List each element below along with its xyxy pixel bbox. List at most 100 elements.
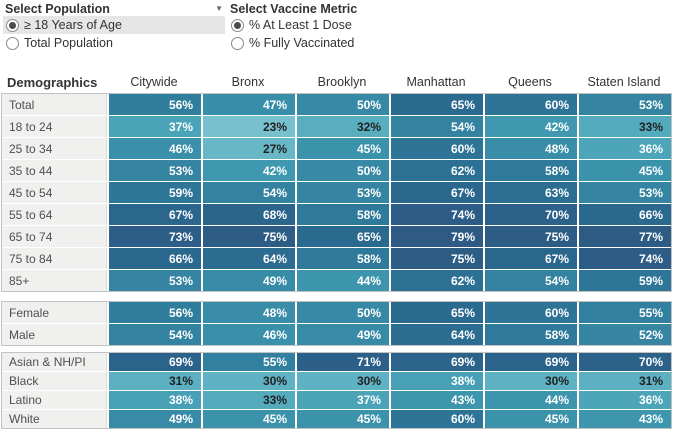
heatmap-cell[interactable]: 65% [391, 302, 483, 323]
heatmap-cell[interactable]: 74% [579, 248, 671, 269]
heatmap-cell[interactable]: 38% [109, 391, 201, 409]
radio-option-label: % At Least 1 Dose [249, 18, 352, 32]
heatmap-cell[interactable]: 37% [109, 116, 201, 137]
heatmap-cell[interactable]: 75% [203, 226, 295, 247]
heatmap-cell[interactable]: 67% [485, 248, 577, 269]
heatmap-cell[interactable]: 48% [203, 302, 295, 323]
heatmap-cell[interactable]: 49% [109, 410, 201, 428]
heatmap-cell[interactable]: 69% [485, 353, 577, 371]
heatmap-cell[interactable]: 48% [485, 138, 577, 159]
heatmap-cell[interactable]: 66% [109, 248, 201, 269]
heatmap-cell[interactable]: 63% [485, 182, 577, 203]
heatmap-cell[interactable]: 60% [485, 302, 577, 323]
heatmap-cell[interactable]: 58% [485, 324, 577, 345]
heatmap-cell[interactable]: 60% [485, 94, 577, 115]
heatmap-cell[interactable]: 33% [579, 116, 671, 137]
heatmap-cell[interactable]: 56% [109, 94, 201, 115]
heatmap-cell[interactable]: 59% [579, 270, 671, 291]
heatmap-cell[interactable]: 54% [485, 270, 577, 291]
heatmap-cell[interactable]: 62% [391, 160, 483, 181]
heatmap-cell[interactable]: 55% [203, 353, 295, 371]
heatmap-cell[interactable]: 30% [485, 372, 577, 390]
heatmap-cell[interactable]: 42% [203, 160, 295, 181]
radio-option-fully-vaccinated[interactable]: % Fully Vaccinated [228, 34, 438, 52]
heatmap-cell[interactable]: 60% [391, 138, 483, 159]
heatmap-cell[interactable]: 65% [391, 94, 483, 115]
heatmap-cell[interactable]: 75% [391, 248, 483, 269]
heatmap-cell[interactable]: 58% [485, 160, 577, 181]
heatmap-cell[interactable]: 45% [297, 138, 389, 159]
heatmap-cell[interactable]: 65% [297, 226, 389, 247]
heatmap-cell[interactable]: 32% [297, 116, 389, 137]
radio-option-total-population[interactable]: Total Population [3, 34, 225, 52]
heatmap-cell[interactable]: 30% [297, 372, 389, 390]
heatmap-cell[interactable]: 46% [109, 138, 201, 159]
heatmap-cell[interactable]: 73% [109, 226, 201, 247]
heatmap-cell[interactable]: 75% [485, 226, 577, 247]
heatmap-cell[interactable]: 36% [579, 391, 671, 409]
heatmap-cell[interactable]: 67% [391, 182, 483, 203]
row-label: 45 to 54 [2, 182, 107, 203]
heatmap-cell[interactable]: 58% [297, 204, 389, 225]
heatmap-cell[interactable]: 45% [203, 410, 295, 428]
dropdown-caret-icon[interactable]: ▼ [215, 3, 223, 13]
heatmap-cell[interactable]: 36% [579, 138, 671, 159]
heatmap-cell[interactable]: 64% [203, 248, 295, 269]
row-label: Male [2, 324, 107, 345]
heatmap-cell[interactable]: 45% [297, 410, 389, 428]
heatmap-cell[interactable]: 31% [579, 372, 671, 390]
heatmap-cell[interactable]: 43% [391, 391, 483, 409]
heatmap-cell[interactable]: 62% [391, 270, 483, 291]
heatmap-cell[interactable]: 66% [579, 204, 671, 225]
heatmap-cell[interactable]: 53% [109, 160, 201, 181]
heatmap-cell[interactable]: 30% [203, 372, 295, 390]
heatmap-cell[interactable]: 38% [391, 372, 483, 390]
heatmap-cell[interactable]: 45% [579, 160, 671, 181]
heatmap-cell[interactable]: 54% [203, 182, 295, 203]
heatmap-cell[interactable]: 58% [297, 248, 389, 269]
heatmap-cell[interactable]: 60% [391, 410, 483, 428]
heatmap-cell[interactable]: 68% [203, 204, 295, 225]
radio-option-18-years[interactable]: ≥ 18 Years of Age [3, 16, 225, 34]
heatmap-cell[interactable]: 27% [203, 138, 295, 159]
heatmap-cell[interactable]: 50% [297, 94, 389, 115]
heatmap-cell[interactable]: 69% [391, 353, 483, 371]
heatmap-cell[interactable]: 53% [109, 270, 201, 291]
heatmap-cell[interactable]: 56% [109, 302, 201, 323]
heatmap-cell[interactable]: 79% [391, 226, 483, 247]
heatmap-cell[interactable]: 23% [203, 116, 295, 137]
radio-option-at-least-1-dose[interactable]: % At Least 1 Dose [228, 16, 438, 34]
heatmap-cell[interactable]: 44% [485, 391, 577, 409]
heatmap-cell[interactable]: 77% [579, 226, 671, 247]
heatmap-cell[interactable]: 52% [579, 324, 671, 345]
heatmap-cell[interactable]: 50% [297, 160, 389, 181]
row-label: Asian & NH/PI [2, 353, 107, 371]
heatmap-cell[interactable]: 46% [203, 324, 295, 345]
heatmap-cell[interactable]: 71% [297, 353, 389, 371]
heatmap-cell[interactable]: 70% [579, 353, 671, 371]
heatmap-cell[interactable]: 44% [297, 270, 389, 291]
heatmap-cell[interactable]: 47% [203, 94, 295, 115]
heatmap-cell[interactable]: 67% [109, 204, 201, 225]
heatmap-cell[interactable]: 31% [109, 372, 201, 390]
heatmap-cell[interactable]: 59% [109, 182, 201, 203]
heatmap-cell[interactable]: 53% [297, 182, 389, 203]
heatmap-cell[interactable]: 54% [109, 324, 201, 345]
heatmap-cell[interactable]: 43% [579, 410, 671, 428]
heatmap-cell[interactable]: 64% [391, 324, 483, 345]
heatmap-cell[interactable]: 54% [391, 116, 483, 137]
heatmap-cell[interactable]: 45% [485, 410, 577, 428]
row-label: Female [2, 302, 107, 323]
heatmap-cell[interactable]: 37% [297, 391, 389, 409]
heatmap-cell[interactable]: 50% [297, 302, 389, 323]
heatmap-cell[interactable]: 53% [579, 182, 671, 203]
heatmap-cell[interactable]: 49% [203, 270, 295, 291]
heatmap-cell[interactable]: 74% [391, 204, 483, 225]
heatmap-cell[interactable]: 33% [203, 391, 295, 409]
heatmap-cell[interactable]: 69% [109, 353, 201, 371]
heatmap-cell[interactable]: 49% [297, 324, 389, 345]
heatmap-cell[interactable]: 70% [485, 204, 577, 225]
heatmap-cell[interactable]: 53% [579, 94, 671, 115]
heatmap-cell[interactable]: 42% [485, 116, 577, 137]
heatmap-cell[interactable]: 55% [579, 302, 671, 323]
